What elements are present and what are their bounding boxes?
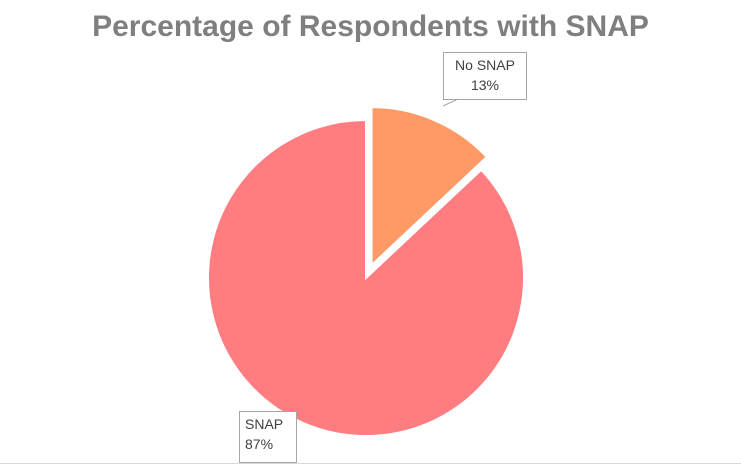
data-label-snap-name: SNAP — [245, 416, 284, 432]
data-label-no-snap-name: No SNAP — [455, 57, 515, 73]
data-label-snap: SNAP 87% — [239, 411, 297, 463]
data-label-snap-value: 87% — [245, 436, 274, 452]
chart-title: Percentage of Respondents with SNAP — [92, 10, 649, 43]
data-label-no-snap-value: 13% — [470, 77, 500, 93]
pie-slice-snap — [207, 118, 525, 437]
leader-line-no-snap — [442, 98, 459, 107]
chart-bottom-border — [0, 463, 741, 464]
pie-slice-no-snap — [370, 106, 489, 268]
data-label-no-snap: No SNAP 13% — [443, 52, 527, 100]
